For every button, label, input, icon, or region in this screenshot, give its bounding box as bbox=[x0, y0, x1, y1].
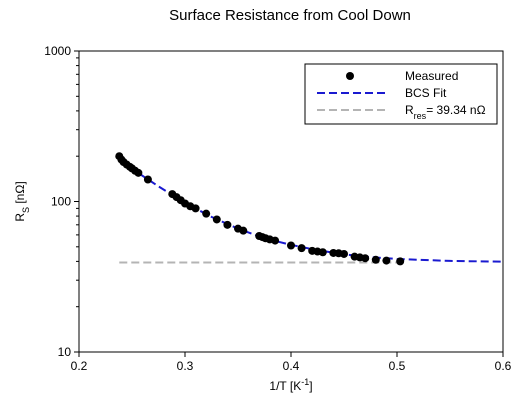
chart-title: Surface Resistance from Cool Down bbox=[169, 7, 411, 24]
data-point bbox=[318, 248, 327, 257]
legend-label: Measured bbox=[405, 69, 458, 83]
data-point bbox=[191, 204, 200, 213]
legend-label: Rres= 39.34 nΩ bbox=[405, 103, 486, 121]
x-tick-label: 0.2 bbox=[71, 359, 88, 373]
data-point bbox=[371, 255, 380, 264]
text-part: -1 bbox=[301, 377, 309, 387]
data-point bbox=[361, 254, 370, 263]
text-part: res bbox=[414, 111, 427, 121]
x-tick-label: 0.6 bbox=[495, 359, 512, 373]
text-part: 1/T [K bbox=[269, 379, 301, 393]
series-line bbox=[118, 158, 504, 263]
data-point bbox=[143, 175, 152, 184]
text-part: R bbox=[405, 103, 414, 117]
data-point bbox=[134, 168, 143, 177]
data-point bbox=[297, 244, 306, 253]
y-tick-label: 1000 bbox=[44, 44, 71, 58]
data-point bbox=[223, 220, 232, 229]
text-part: = 39.34 nΩ bbox=[426, 103, 485, 117]
data-point bbox=[382, 256, 391, 265]
x-tick-label: 0.4 bbox=[283, 359, 300, 373]
data-point bbox=[396, 257, 405, 266]
text-part: S bbox=[21, 207, 31, 213]
x-tick-label: 0.3 bbox=[177, 359, 194, 373]
x-tick-label: 0.5 bbox=[389, 359, 406, 373]
data-point bbox=[212, 215, 221, 224]
legend-marker bbox=[346, 72, 354, 80]
x-axis-label: 1/T [K-1] bbox=[269, 377, 312, 393]
y-tick-label: 10 bbox=[58, 345, 72, 359]
y-tick-label: 100 bbox=[51, 195, 71, 209]
data-point bbox=[271, 236, 280, 245]
data-point bbox=[202, 209, 211, 218]
text-part: R bbox=[13, 213, 27, 222]
data-point bbox=[287, 241, 295, 250]
y-axis-label: RS [nΩ] bbox=[13, 181, 31, 221]
legend-label: BCS Fit bbox=[405, 86, 447, 100]
data-point bbox=[239, 226, 248, 235]
text-part: [nΩ] bbox=[13, 181, 27, 207]
text-part: ] bbox=[309, 379, 312, 393]
data-point bbox=[340, 249, 348, 258]
